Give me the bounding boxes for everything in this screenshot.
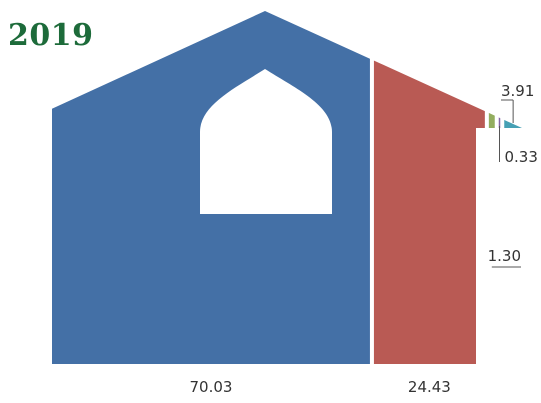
window-opening: [200, 69, 332, 214]
value-label-segment-c: 1.30: [488, 247, 521, 265]
chart-segment-c: [488, 11, 495, 364]
value-label-segment-e: 3.91: [501, 82, 534, 100]
value-label-segment-a: 70.03: [189, 378, 232, 396]
chart-title: 2019: [8, 18, 94, 53]
value-label-segment-b: 24.43: [408, 378, 451, 396]
chart-segment-d: [498, 11, 501, 364]
value-label-segment-d: 0.33: [505, 148, 538, 166]
chart-segment-b: [373, 11, 485, 364]
chart-segment-e: [504, 11, 522, 364]
